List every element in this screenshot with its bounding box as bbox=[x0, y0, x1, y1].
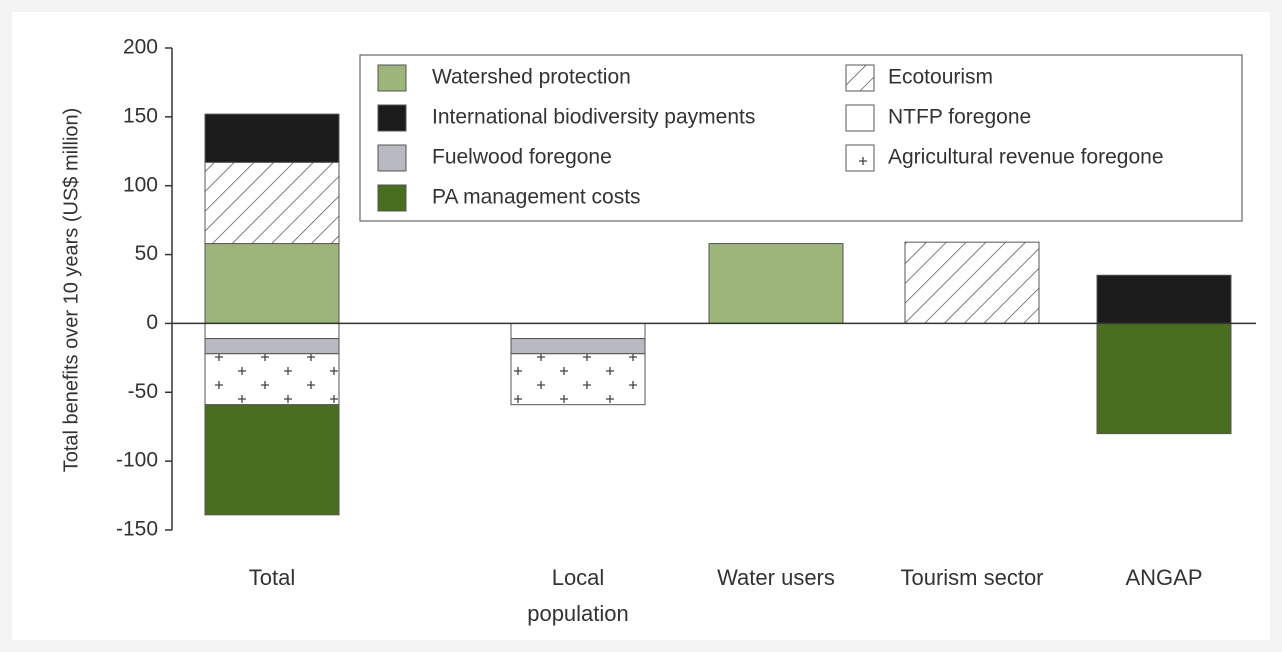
y-tick-label: 200 bbox=[123, 36, 158, 59]
legend-label: Fuelwood foregone bbox=[432, 146, 612, 169]
legend-swatch bbox=[377, 144, 407, 172]
x-tick-label: Total bbox=[248, 565, 296, 590]
y-tick-label: 150 bbox=[123, 104, 158, 127]
bar-segment bbox=[204, 353, 340, 406]
legend-swatch bbox=[377, 64, 407, 92]
bar-segment bbox=[204, 338, 340, 355]
bar-segment bbox=[204, 243, 340, 324]
y-tick-label: 100 bbox=[123, 173, 158, 196]
y-tick-label: 0 bbox=[146, 311, 158, 334]
bar-segment bbox=[708, 243, 844, 324]
bar-segment bbox=[204, 404, 340, 516]
bar-segment bbox=[1096, 322, 1232, 435]
legend-label: PA management costs bbox=[432, 186, 641, 209]
legend-label: Watershed protection bbox=[432, 66, 631, 89]
legend-swatch bbox=[377, 184, 407, 212]
legend-swatch bbox=[845, 104, 875, 132]
y-tick-label: -50 bbox=[128, 380, 158, 403]
x-tick-label: Water users bbox=[717, 565, 835, 590]
legend-swatch bbox=[377, 104, 407, 132]
legend-label: Ecotourism bbox=[888, 66, 993, 89]
y-tick-label: -150 bbox=[116, 518, 158, 541]
bar-segment bbox=[204, 113, 340, 163]
legend-swatch bbox=[845, 144, 875, 172]
y-tick-label: -100 bbox=[116, 449, 158, 472]
bar-segment bbox=[1096, 274, 1232, 324]
legend-swatch bbox=[845, 64, 875, 92]
x-tick-label: Local population bbox=[527, 565, 629, 626]
y-axis-label: Total benefits over 10 years (US$ millio… bbox=[60, 108, 82, 473]
legend-box bbox=[359, 54, 1243, 222]
bar-segment bbox=[904, 241, 1040, 324]
bar-segment bbox=[510, 353, 646, 406]
x-tick-label: ANGAP bbox=[1125, 565, 1203, 590]
y-tick-label: 50 bbox=[135, 242, 158, 265]
legend-label: NTFP foregone bbox=[888, 106, 1031, 129]
x-tick-label: Tourism sector bbox=[900, 565, 1044, 590]
legend-label: Agricultural revenue foregone bbox=[888, 146, 1164, 169]
bar-segment bbox=[510, 322, 646, 340]
bar-segment bbox=[204, 161, 340, 245]
legend-label: International biodiversity payments bbox=[432, 106, 755, 129]
bar-segment bbox=[510, 338, 646, 355]
bar-segment bbox=[204, 322, 340, 340]
